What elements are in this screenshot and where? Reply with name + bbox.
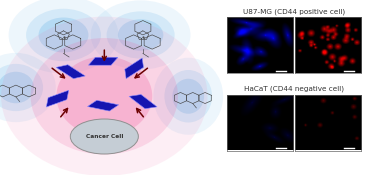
Ellipse shape	[1, 17, 208, 175]
Ellipse shape	[70, 119, 138, 154]
Ellipse shape	[0, 64, 43, 111]
Text: U87-MG (CD44 positive cell): U87-MG (CD44 positive cell)	[243, 9, 345, 15]
Ellipse shape	[118, 19, 163, 51]
Text: HaCaT (CD44 negative cell): HaCaT (CD44 negative cell)	[244, 86, 344, 92]
Ellipse shape	[164, 70, 212, 122]
Ellipse shape	[9, 0, 118, 74]
Ellipse shape	[26, 9, 101, 61]
Ellipse shape	[91, 0, 191, 70]
Polygon shape	[88, 57, 118, 65]
Polygon shape	[88, 100, 119, 111]
Text: Cancer Cell: Cancer Cell	[85, 134, 123, 139]
Ellipse shape	[56, 56, 152, 136]
Polygon shape	[125, 58, 144, 79]
Ellipse shape	[107, 11, 175, 59]
Polygon shape	[56, 65, 85, 79]
Ellipse shape	[31, 38, 178, 154]
Ellipse shape	[172, 79, 204, 114]
Polygon shape	[129, 94, 157, 109]
Ellipse shape	[153, 58, 223, 135]
Polygon shape	[46, 90, 69, 107]
Ellipse shape	[0, 72, 34, 103]
Ellipse shape	[39, 18, 88, 52]
Ellipse shape	[0, 53, 56, 122]
